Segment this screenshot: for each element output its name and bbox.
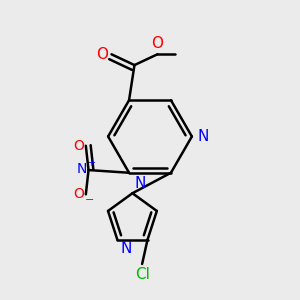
Text: +: + — [87, 158, 95, 168]
Text: O: O — [74, 188, 85, 201]
Text: N: N — [121, 241, 132, 256]
Text: −: − — [85, 195, 94, 205]
Text: O: O — [152, 36, 164, 51]
Text: O: O — [74, 139, 85, 153]
Text: Cl: Cl — [135, 267, 150, 282]
Text: N: N — [77, 162, 87, 176]
Text: N: N — [198, 129, 209, 144]
Text: O: O — [96, 47, 108, 62]
Text: N: N — [135, 176, 146, 191]
